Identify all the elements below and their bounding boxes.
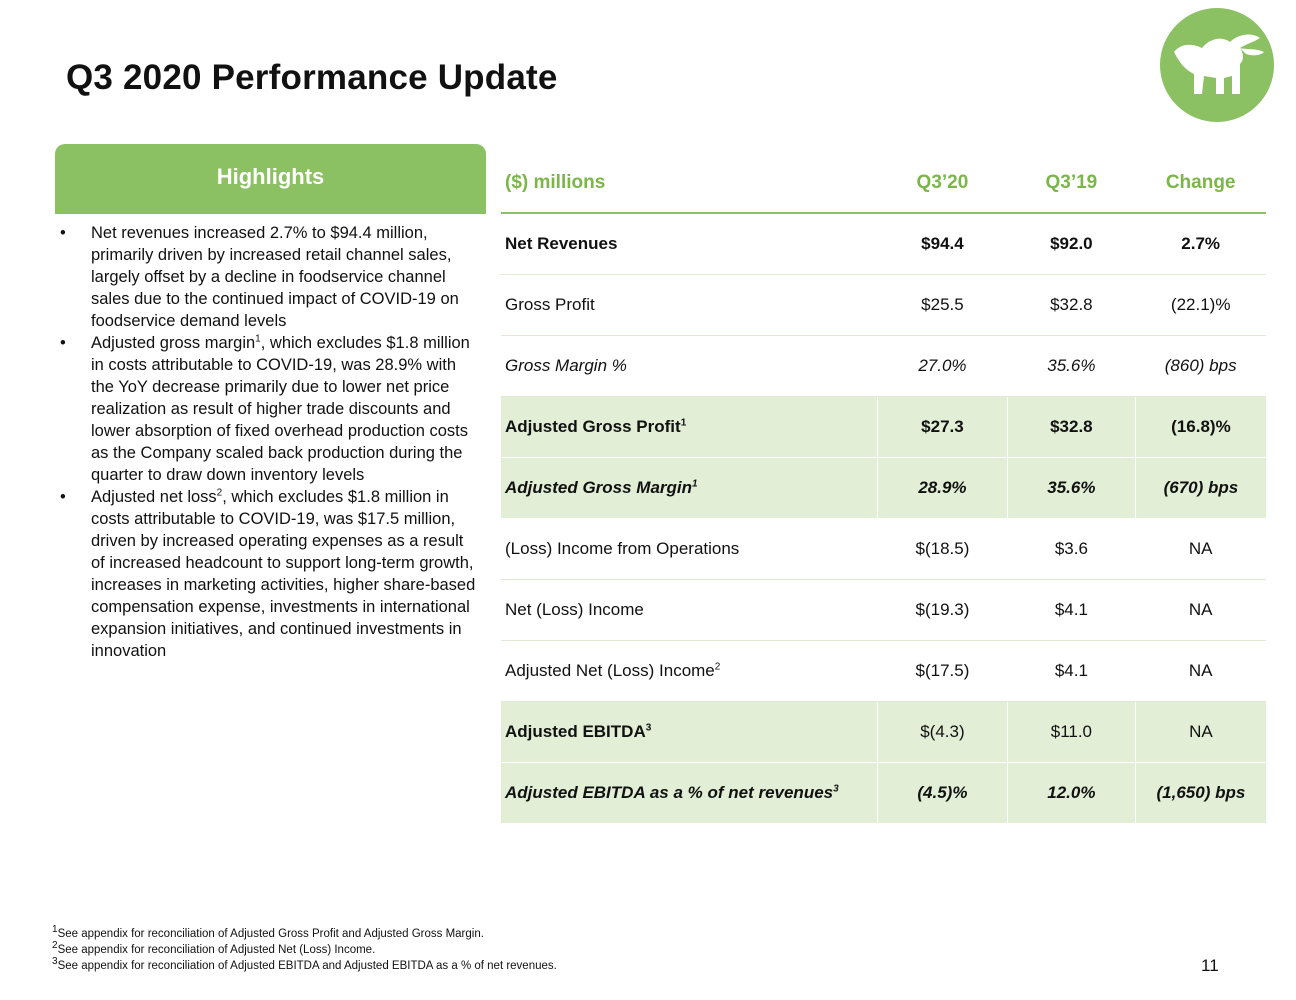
list-item: Net revenues increased 2.7% to $94.4 mil… [60, 222, 480, 332]
highlights-title: Highlights [216, 164, 325, 189]
cell-q320: $(18.5) [877, 518, 1008, 580]
column-header: Change [1135, 154, 1266, 214]
cell-q319: $3.6 [1007, 518, 1136, 580]
cell-q320: $27.3 [876, 396, 1008, 458]
cell-q320: $(4.3) [876, 701, 1008, 763]
cell-change: (22.1)% [1135, 274, 1266, 336]
row-label: Net Revenues [505, 234, 618, 253]
row-label: (Loss) Income from Operations [505, 539, 740, 558]
table-row: Net Revenues $94.4 $92.0 2.7% [501, 213, 1266, 275]
cell-change: NA [1135, 518, 1266, 580]
column-header: Q3’20 [877, 154, 1008, 214]
cell-q320: (4.5)% [876, 762, 1008, 824]
cell-q319: $11.0 [1006, 701, 1136, 763]
list-item: Adjusted net loss2, which excludes $1.8 … [60, 486, 480, 662]
cell-q319: $4.1 [1007, 640, 1136, 702]
footnote: 3See appendix for reconciliation of Adju… [52, 956, 557, 972]
highlights-list: Net revenues increased 2.7% to $94.4 mil… [60, 222, 480, 662]
cell-change: (670) bps [1134, 457, 1266, 519]
table-row: Gross Profit $25.5 $32.8 (22.1)% [501, 274, 1266, 336]
cell-q319: $92.0 [1007, 213, 1136, 275]
cell-q319: 12.0% [1006, 762, 1136, 824]
table-header-row: ($) millions Q3’20 Q3’19 Change [501, 154, 1266, 214]
row-label: Net (Loss) Income [505, 600, 644, 619]
row-label: Adjusted Net (Loss) Income [505, 661, 715, 680]
row-label: Adjusted Gross Profit [505, 417, 681, 436]
table-row: Gross Margin % 27.0% 35.6% (860) bps [501, 335, 1266, 397]
column-header: Q3’19 [1007, 154, 1136, 214]
performance-table: ($) millions Q3’20 Q3’19 Change Net Reve… [501, 154, 1266, 824]
cell-q320: 28.9% [876, 457, 1008, 519]
cell-change: NA [1134, 701, 1266, 763]
cell-change: (860) bps [1135, 335, 1266, 397]
cell-q320: $(19.3) [877, 579, 1008, 641]
cell-q319: 35.6% [1006, 457, 1136, 519]
table-row: (Loss) Income from Operations $(18.5) $3… [501, 518, 1266, 580]
footnotes: 1See appendix for reconciliation of Adju… [52, 924, 557, 974]
table-row: Adjusted EBITDA3 $(4.3) $11.0 NA [501, 701, 1266, 763]
cell-change: (1,650) bps [1134, 762, 1266, 824]
table-row: Adjusted Gross Profit1 $27.3 $32.8 (16.8… [501, 396, 1266, 458]
cell-q320: 27.0% [877, 335, 1008, 397]
page-number: 11 [1201, 956, 1219, 975]
column-header: ($) millions [501, 154, 878, 214]
cell-change: 2.7% [1135, 213, 1266, 275]
cell-q320: $94.4 [877, 213, 1008, 275]
cell-change: NA [1135, 579, 1266, 641]
table-row: Adjusted Gross Margin1 28.9% 35.6% (670)… [501, 457, 1266, 519]
cell-q320: $(17.5) [877, 640, 1008, 702]
list-item: Adjusted gross margin1, which excludes $… [60, 332, 480, 486]
cell-q319: $4.1 [1007, 579, 1136, 641]
footnote: 2See appendix for reconciliation of Adju… [52, 940, 376, 956]
highlights-header [55, 144, 486, 214]
row-label: Adjusted EBITDA as a % of net revenues [505, 783, 834, 802]
table-row: Adjusted EBITDA as a % of net revenues3 … [501, 762, 1266, 824]
row-label: Gross Profit [505, 295, 595, 314]
footnote-ref: 1 [692, 478, 698, 490]
cell-q319: $32.8 [1006, 396, 1136, 458]
bull-logo-icon [1160, 8, 1274, 122]
table-row: Adjusted Net (Loss) Income2 $(17.5) $4.1… [501, 640, 1266, 702]
footnote-ref: 3 [833, 783, 839, 795]
cell-q319: $32.8 [1007, 274, 1136, 336]
row-label: Gross Margin % [505, 356, 627, 375]
footnote-ref: 1 [680, 417, 687, 429]
page-title: Q3 2020 Performance Update [66, 58, 558, 97]
footnote-ref: 2 [714, 661, 721, 673]
row-label: Adjusted Gross Margin [505, 478, 693, 497]
cell-q320: $25.5 [877, 274, 1008, 336]
cell-q319: 35.6% [1007, 335, 1136, 397]
row-label: Adjusted EBITDA [505, 722, 646, 741]
footnote-ref: 3 [645, 722, 652, 734]
cell-change: NA [1135, 640, 1266, 702]
cell-change: (16.8)% [1134, 396, 1266, 458]
table-row: Net (Loss) Income $(19.3) $4.1 NA [501, 579, 1266, 641]
footnote: 1See appendix for reconciliation of Adju… [52, 924, 484, 940]
